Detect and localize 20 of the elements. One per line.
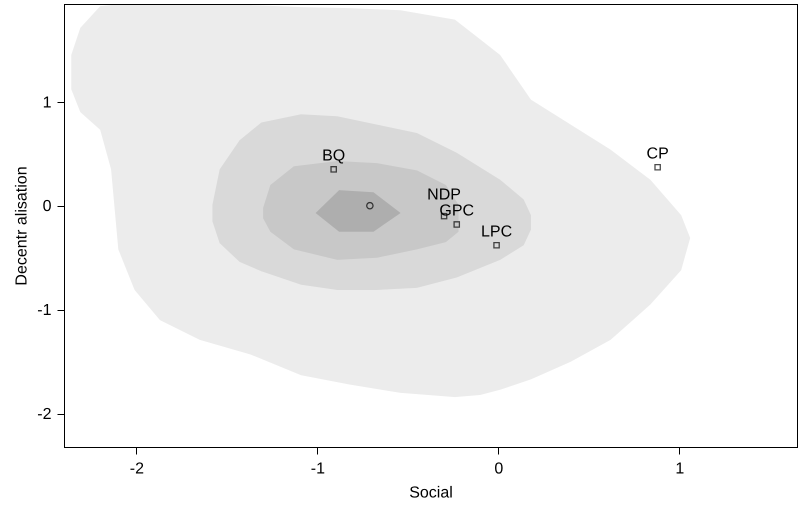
y-axis-title: Decentr alisation bbox=[13, 166, 30, 286]
point bbox=[654, 164, 661, 171]
x-axis-title: Social bbox=[409, 484, 453, 502]
annotation: LPC bbox=[481, 223, 512, 240]
x-tick-label: -2 bbox=[130, 460, 144, 478]
point bbox=[453, 221, 460, 228]
y-tick-label: -1 bbox=[37, 302, 52, 320]
y-tick-label: 0 bbox=[42, 198, 52, 216]
point bbox=[366, 202, 374, 210]
annotation: CP bbox=[646, 145, 669, 162]
x-tick-label: -1 bbox=[310, 460, 326, 478]
annotation: NDP bbox=[427, 186, 461, 204]
point bbox=[330, 166, 337, 173]
y-tick-label: 1 bbox=[42, 94, 52, 112]
annotation: BQ bbox=[322, 147, 346, 164]
x-tick-label: 1 bbox=[675, 460, 684, 478]
y-tick-label: -2 bbox=[37, 406, 52, 424]
point bbox=[493, 242, 500, 249]
annotation: GPC bbox=[439, 202, 474, 220]
x-tick-label: 0 bbox=[494, 460, 504, 478]
